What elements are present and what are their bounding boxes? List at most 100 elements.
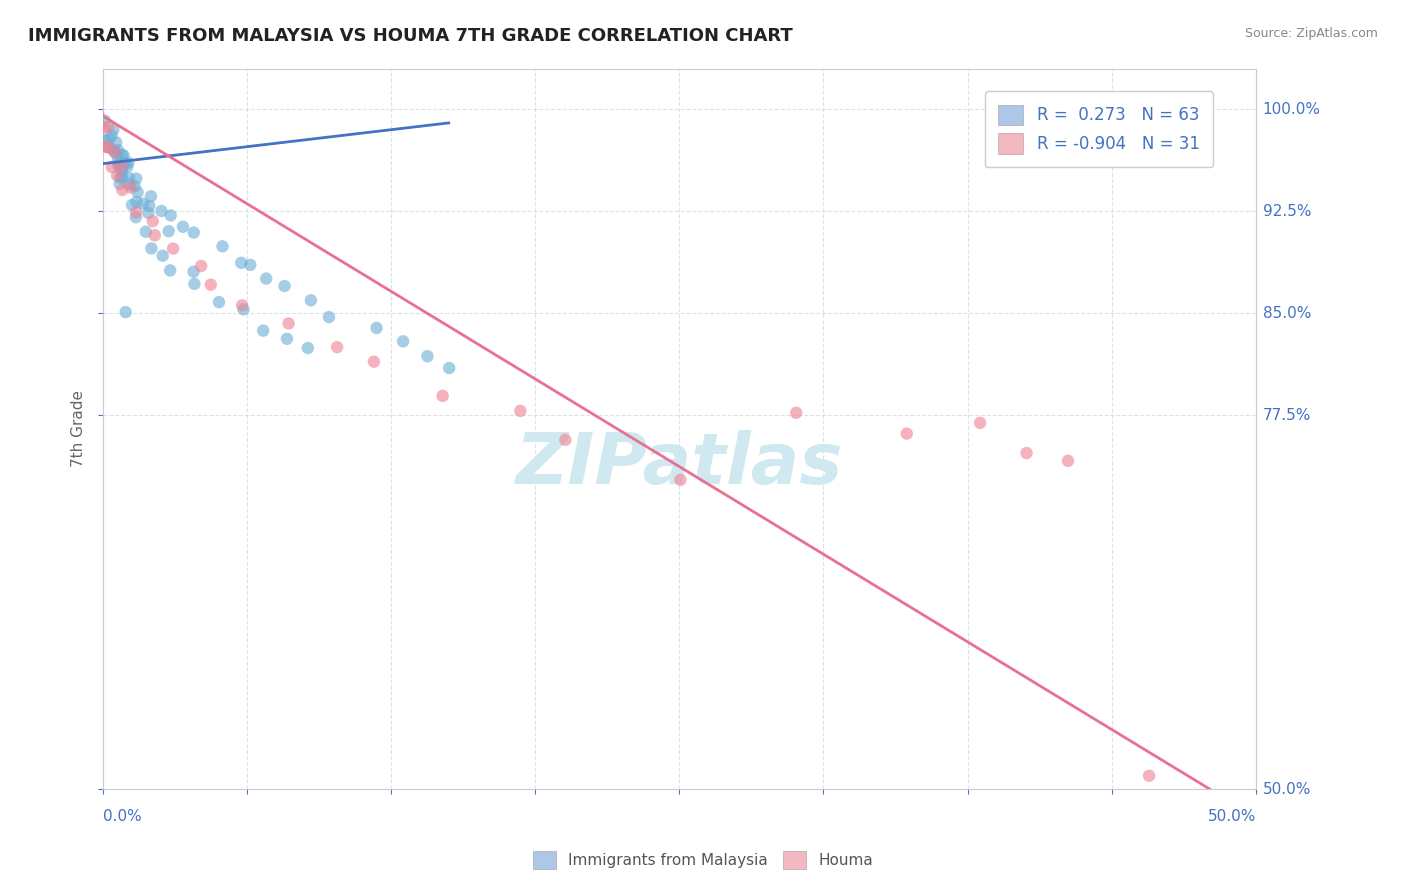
Text: Source: ZipAtlas.com: Source: ZipAtlas.com [1244,27,1378,40]
Text: 92.5%: 92.5% [1263,203,1312,219]
Point [896,426,918,441]
Point [96,140,118,154]
Point [104,145,127,160]
Point [107,158,129,172]
Text: 77.5%: 77.5% [1263,408,1310,423]
Point [162,242,184,256]
Point [554,433,576,447]
Point [1137,769,1160,783]
Point [124,179,146,194]
Legend: Immigrants from Malaysia, Houma: Immigrants from Malaysia, Houma [527,845,879,875]
Point [125,205,148,219]
Point [239,258,262,272]
Point [111,183,134,197]
Text: ZIPatlas: ZIPatlas [516,430,844,500]
Point [94,113,117,128]
Point [273,279,295,293]
Point [98,133,121,147]
Point [108,156,131,170]
Point [110,170,132,185]
Point [183,265,205,279]
Point [107,143,129,157]
Point [232,302,254,317]
Point [136,206,159,220]
Point [91,120,114,135]
Point [97,120,120,134]
Point [183,277,205,291]
Text: 0.0%: 0.0% [103,809,142,824]
Point [208,295,231,310]
Point [135,225,157,239]
Point [326,340,349,354]
Point [785,406,807,420]
Point [117,155,139,169]
Point [297,341,319,355]
Point [190,259,212,273]
Point [139,189,162,203]
Point [117,160,139,174]
Text: 85.0%: 85.0% [1263,306,1310,321]
Point [969,416,991,430]
Point [120,180,142,194]
Point [110,161,132,176]
Legend: R =  0.273   N = 63, R = -0.904   N = 31: R = 0.273 N = 63, R = -0.904 N = 31 [984,91,1213,167]
Y-axis label: 7th Grade: 7th Grade [72,391,86,467]
Point [103,143,125,157]
Point [125,211,148,225]
Point [111,147,134,161]
Point [100,128,122,143]
Point [254,271,277,285]
Point [252,324,274,338]
Point [114,156,136,170]
Point [142,214,165,228]
Point [111,164,134,178]
Point [1057,454,1080,468]
Point [432,389,454,403]
Point [277,317,299,331]
Point [127,186,149,200]
Point [159,263,181,277]
Point [157,224,180,238]
Point [318,310,340,324]
Point [98,140,121,154]
Point [437,361,460,376]
Text: IMMIGRANTS FROM MALAYSIA VS HOUMA 7TH GRADE CORRELATION CHART: IMMIGRANTS FROM MALAYSIA VS HOUMA 7TH GR… [28,27,793,45]
Point [107,153,129,167]
Text: 100.0%: 100.0% [1263,102,1320,117]
Point [105,169,128,183]
Point [101,160,124,174]
Point [159,209,181,223]
Point [183,226,205,240]
Point [110,160,132,174]
Point [141,242,163,256]
Point [104,145,127,160]
Point [111,170,134,185]
Point [363,354,385,368]
Point [669,473,692,487]
Point [150,204,173,219]
Point [392,334,415,349]
Point [114,305,136,319]
Point [112,148,135,162]
Point [231,298,253,312]
Point [87,107,110,121]
Point [118,177,141,191]
Point [138,199,160,213]
Point [299,293,322,308]
Point [1015,446,1038,460]
Point [200,277,222,292]
Point [211,239,233,253]
Point [231,256,253,270]
Text: 50.0%: 50.0% [1208,809,1256,824]
Point [276,332,298,346]
Point [105,136,128,150]
Point [94,140,117,154]
Point [118,170,141,185]
Point [509,404,531,418]
Point [125,171,148,186]
Point [108,177,131,191]
Point [416,349,439,363]
Point [143,228,166,243]
Text: 50.0%: 50.0% [1263,781,1310,797]
Point [366,321,388,335]
